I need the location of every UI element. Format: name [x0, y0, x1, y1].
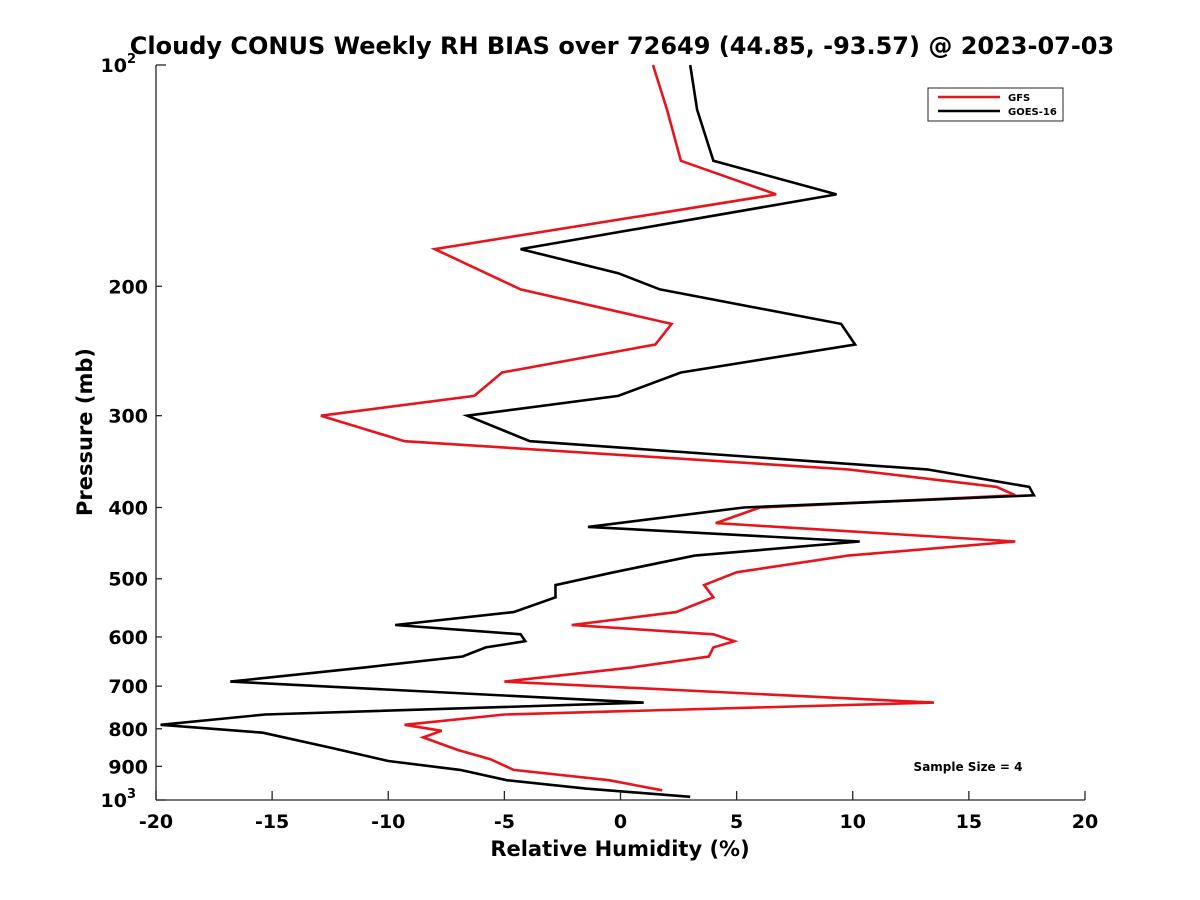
x-tick-label: 0	[614, 811, 627, 833]
y-tick-label: 200	[108, 276, 148, 298]
plot-area: -20 -15 -10 -5 0 5 10 15 20 10220030040050060070…	[101, 52, 1099, 833]
y-tick-label: 400	[108, 498, 148, 520]
x-tick-label: -10	[371, 811, 405, 833]
y-tick-label: 300	[108, 406, 148, 428]
x-tick-label: -20	[139, 811, 173, 833]
y-tick-label: 600	[108, 627, 148, 649]
sample-size-annotation: Sample Size = 4	[914, 760, 1023, 774]
legend: GFS GOES-16	[927, 87, 1064, 122]
y-axis-label: Pressure (mb)	[73, 348, 97, 516]
chart-title: Cloudy CONUS Weekly RH BIAS over 72649 (…	[130, 32, 1114, 60]
x-axis-label: Relative Humidity (%)	[490, 837, 749, 861]
series-line-gfs	[320, 64, 1016, 792]
x-tick-label: 15	[956, 811, 982, 833]
x-axis-ticks: -20 -15 -10 -5 0 5 10 15 20	[139, 791, 1098, 833]
y-tick-label: 800	[108, 719, 148, 741]
legend-label-gfs: GFS	[1008, 93, 1030, 104]
series-line-goes16	[160, 64, 1037, 799]
x-tick-label: 5	[730, 811, 743, 833]
y-tick-exponent: 3	[127, 787, 136, 802]
y-tick-label: 500	[108, 569, 148, 591]
legend-box	[927, 87, 1064, 122]
x-tick-label: -15	[255, 811, 289, 833]
series-layer	[160, 64, 1037, 799]
x-tick-label: 10	[840, 811, 866, 833]
legend-label-goes16: GOES-16	[1008, 107, 1057, 118]
y-tick-label: 700	[108, 676, 148, 698]
y-tick-label: 900	[108, 756, 148, 778]
x-tick-label: 20	[1072, 811, 1098, 833]
y-tick-exponent: 2	[127, 52, 136, 67]
x-tick-label: -5	[494, 811, 515, 833]
